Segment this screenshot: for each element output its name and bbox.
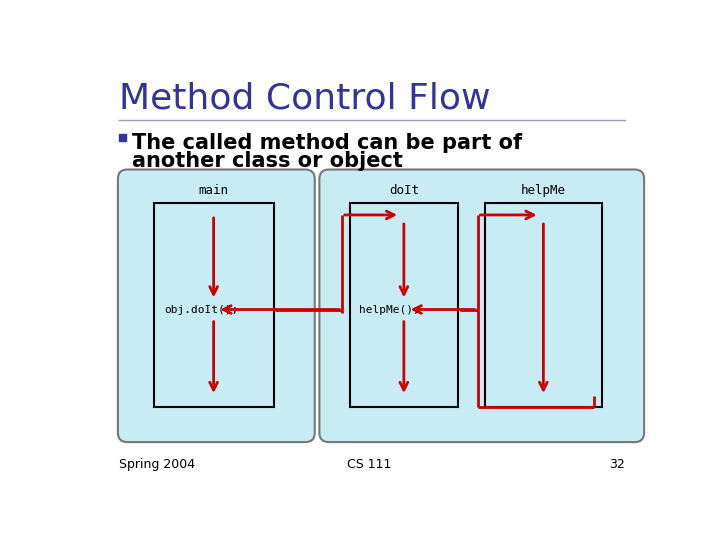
Text: obj.doIt();: obj.doIt(); [164, 305, 238, 314]
Text: another class or object: another class or object [132, 151, 402, 171]
Text: Method Control Flow: Method Control Flow [120, 82, 491, 116]
Text: 32: 32 [609, 458, 625, 471]
FancyBboxPatch shape [120, 134, 127, 141]
Text: helpMe: helpMe [521, 184, 566, 197]
Text: doIt: doIt [389, 184, 419, 197]
Text: Spring 2004: Spring 2004 [120, 458, 196, 471]
FancyBboxPatch shape [118, 170, 315, 442]
FancyBboxPatch shape [320, 170, 644, 442]
FancyBboxPatch shape [153, 204, 274, 408]
FancyBboxPatch shape [350, 204, 458, 408]
FancyBboxPatch shape [485, 204, 601, 408]
Text: main: main [199, 184, 229, 197]
Text: CS 111: CS 111 [347, 458, 391, 471]
Text: The called method can be part of: The called method can be part of [132, 132, 522, 153]
Text: helpMe();: helpMe(); [359, 305, 420, 314]
